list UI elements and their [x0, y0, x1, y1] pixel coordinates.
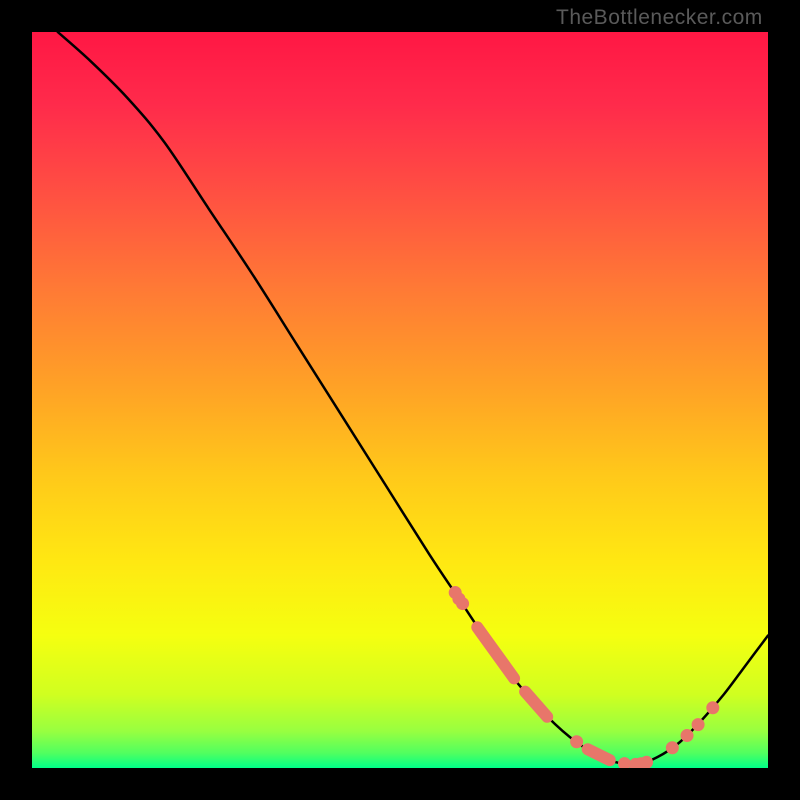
- chart-svg: [32, 32, 768, 768]
- chart-container: TheBottlenecker.com: [0, 0, 800, 800]
- watermark-text: TheBottlenecker.com: [556, 6, 763, 30]
- plot-area: [32, 32, 768, 768]
